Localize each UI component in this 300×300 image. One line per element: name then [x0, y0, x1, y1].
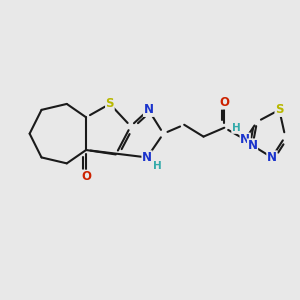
Text: N: N [240, 133, 250, 146]
Text: O: O [219, 96, 229, 109]
Text: O: O [81, 170, 91, 183]
Text: S: S [106, 98, 114, 110]
Text: N: N [267, 151, 277, 164]
Text: N: N [142, 151, 152, 164]
Text: S: S [275, 103, 284, 116]
Text: H: H [232, 123, 241, 133]
Text: N: N [248, 139, 257, 152]
Text: N: N [143, 103, 154, 116]
Text: H: H [153, 161, 162, 171]
